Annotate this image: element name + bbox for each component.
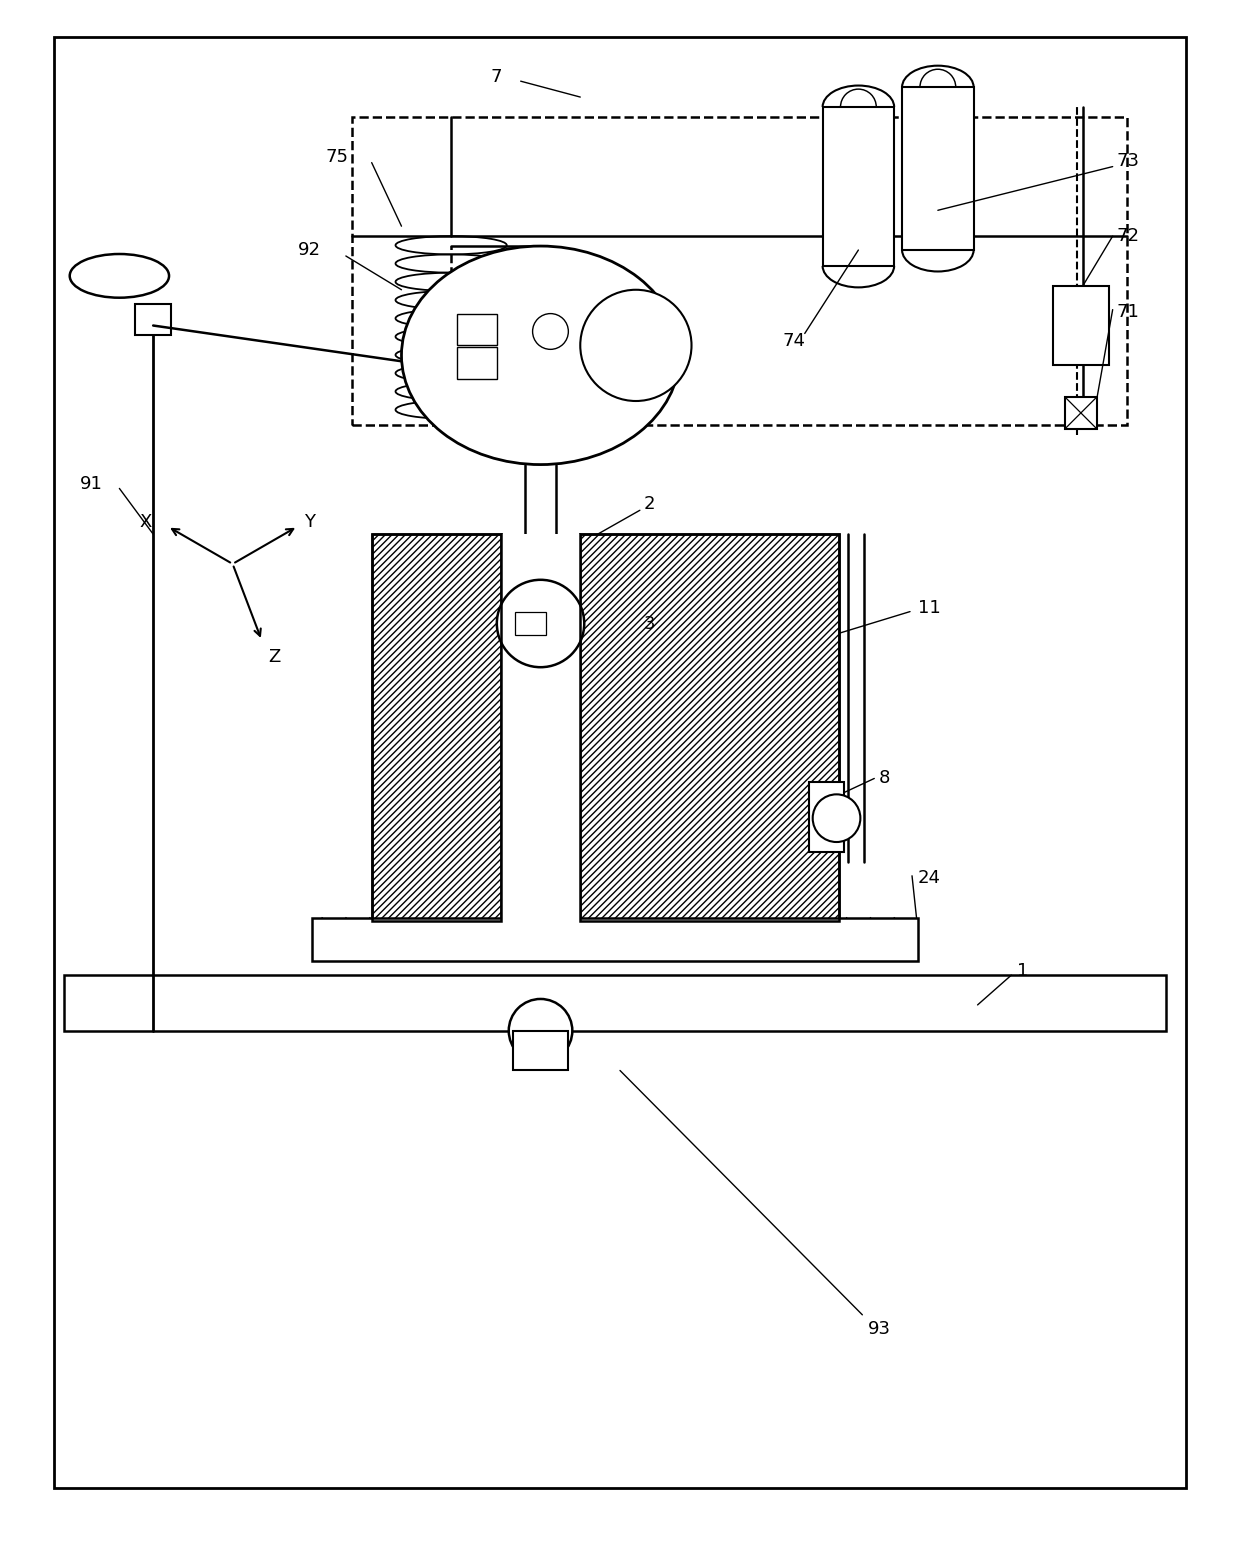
Circle shape [508,998,573,1063]
Circle shape [580,290,692,401]
Bar [512,1031,568,1071]
Circle shape [497,580,584,667]
Text: 11: 11 [918,599,941,617]
Text: 7: 7 [491,68,502,86]
Text: 92: 92 [298,241,321,259]
Text: 2: 2 [644,495,655,514]
Text: 3: 3 [644,614,655,633]
Text: Y: Y [304,514,315,531]
Bar [580,534,838,921]
Ellipse shape [69,255,169,298]
Bar [135,304,171,335]
Text: 8: 8 [878,770,889,787]
Text: 72: 72 [1117,227,1140,245]
Text: 93: 93 [868,1319,892,1338]
Ellipse shape [402,245,680,464]
Text: 1: 1 [1017,963,1029,980]
Bar [312,918,918,961]
Circle shape [533,313,568,349]
Bar [901,86,973,250]
Bar [63,975,1167,1031]
Text: 24: 24 [918,869,941,887]
Bar [822,106,894,265]
Text: 74: 74 [782,332,806,350]
Bar [515,611,547,636]
Text: 75: 75 [326,148,348,165]
Bar [458,347,497,380]
Bar [1065,397,1096,429]
Bar [458,313,497,346]
Text: Z: Z [268,648,280,665]
Bar [808,782,844,852]
Text: 73: 73 [1117,151,1140,170]
Bar [372,534,501,921]
Circle shape [812,795,861,842]
Bar [580,534,838,921]
Text: 71: 71 [1117,302,1140,321]
Bar [372,534,501,921]
Bar [501,534,580,921]
Bar [1053,285,1109,366]
Text: X: X [140,514,153,531]
Text: 91: 91 [79,475,103,494]
Bar [352,117,1127,424]
